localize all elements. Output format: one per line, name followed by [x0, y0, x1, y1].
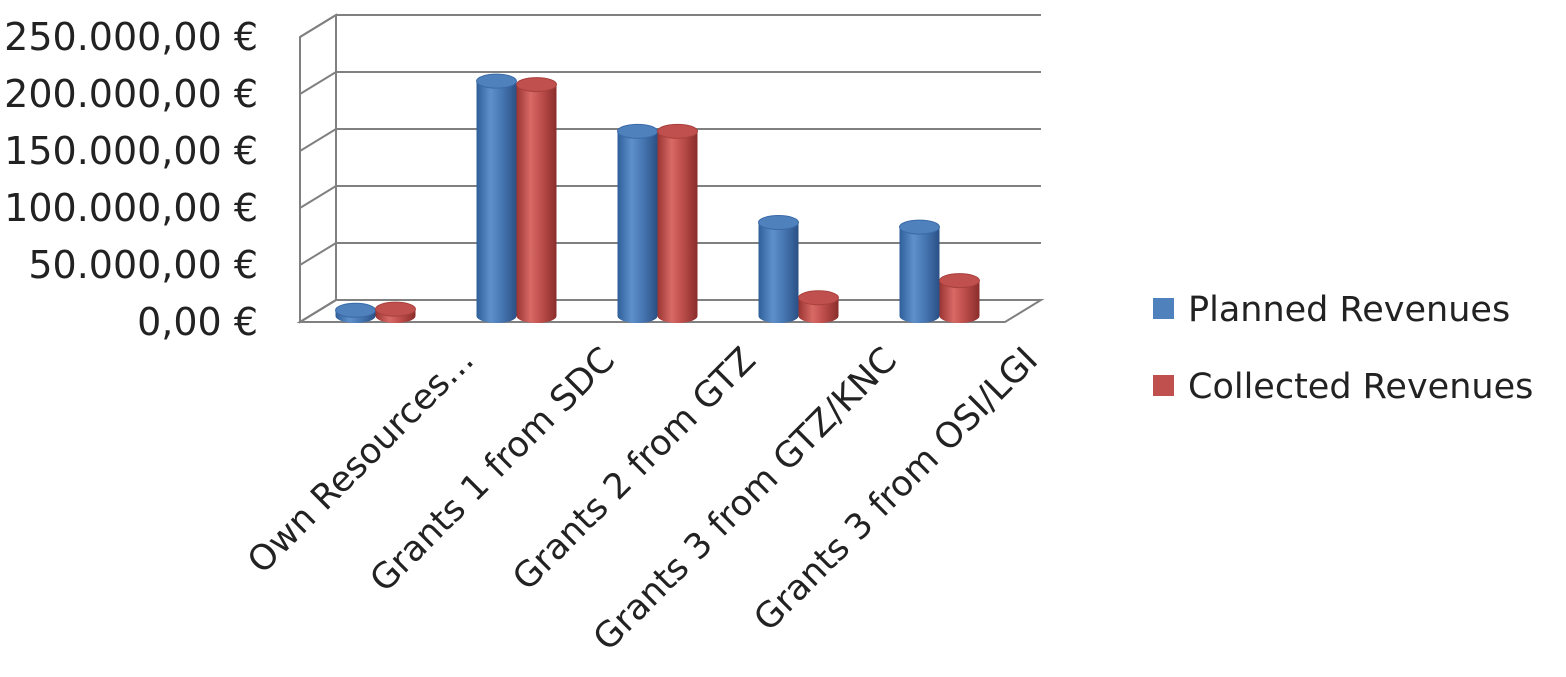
- gridline: [299, 71, 1041, 95]
- bar: [899, 219, 940, 324]
- bars: [335, 73, 980, 324]
- y-tick-label: 250.000,00 €: [4, 15, 258, 59]
- bar-top: [617, 123, 658, 139]
- bar-top: [939, 273, 980, 289]
- bar-body: [516, 84, 557, 324]
- legend-swatch: [1153, 375, 1174, 396]
- bar-body: [899, 227, 940, 324]
- bar-top: [657, 123, 698, 139]
- bar: [375, 301, 416, 324]
- bar: [758, 215, 799, 324]
- y-tick-label: 200.000,00 €: [4, 72, 258, 116]
- bar: [335, 302, 376, 324]
- y-tick-label: 150.000,00 €: [4, 129, 258, 173]
- bar: [939, 273, 980, 324]
- bar: [798, 290, 839, 324]
- gridline: [299, 242, 1041, 266]
- category-label: Grants 2 from GTZ: [505, 340, 763, 598]
- legend-swatch: [1153, 298, 1174, 319]
- legend-label: Planned Revenues: [1188, 290, 1510, 330]
- gridline: [299, 14, 1041, 38]
- legend: Planned Revenues Collected Revenues: [1153, 290, 1533, 407]
- y-tick-label: 50.000,00 €: [28, 243, 258, 287]
- bar-top: [476, 73, 517, 89]
- bar-top: [899, 219, 940, 235]
- category-label: Grants 3 from OSI/LGI: [747, 340, 1046, 639]
- gridline: [299, 128, 1041, 152]
- category-label: Grants 1 from SDC: [363, 340, 623, 600]
- y-tick-label: 0,00 €: [137, 300, 258, 344]
- bar: [617, 123, 658, 324]
- bar: [657, 123, 698, 324]
- bar-top: [758, 215, 799, 231]
- bar-body: [758, 222, 799, 324]
- gridline: [299, 185, 1041, 209]
- bar-body: [617, 131, 658, 324]
- y-axis: 0,00 € 50.000,00 € 100.000,00 € 150.000,00 …: [4, 15, 258, 344]
- bar-top: [335, 302, 376, 318]
- bar-body: [939, 280, 980, 324]
- gridlines: [299, 14, 1041, 323]
- legend-label: Collected Revenues: [1188, 367, 1533, 407]
- side-wall: [299, 13, 337, 324]
- bar-top: [516, 77, 557, 93]
- bar-top: [798, 290, 839, 306]
- bar-top: [375, 301, 416, 317]
- bar: [516, 77, 557, 324]
- bar-body: [476, 81, 517, 324]
- x-axis: Own Resources...Grants 1 from SDCGrants …: [240, 340, 1046, 659]
- y-tick-label: 100.000,00 €: [4, 186, 258, 230]
- bar-body: [657, 131, 698, 324]
- bar: [476, 73, 517, 324]
